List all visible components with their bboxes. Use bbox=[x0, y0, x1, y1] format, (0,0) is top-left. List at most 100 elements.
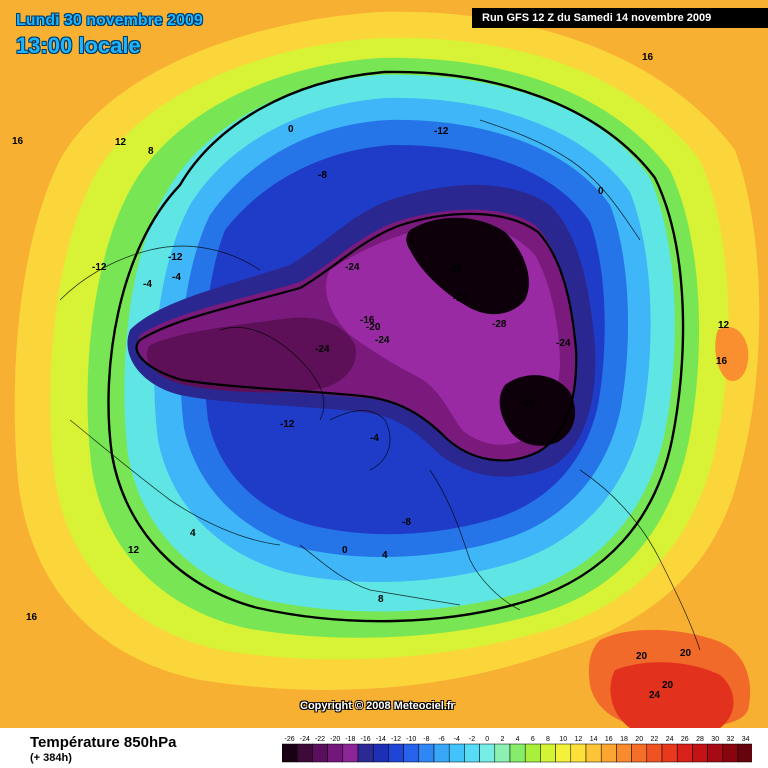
legend-swatch bbox=[707, 743, 724, 763]
legend-tick-label: 14 bbox=[590, 736, 598, 743]
legend-tick-label: 8 bbox=[546, 736, 550, 743]
label-12-a: 12 bbox=[115, 137, 127, 148]
core-minus28-north bbox=[406, 217, 529, 315]
label-minus28-c: -28 bbox=[520, 398, 535, 409]
label-0-a: 0 bbox=[288, 124, 294, 135]
legend-tick-label: 24 bbox=[666, 736, 674, 743]
legend-swatch bbox=[616, 743, 632, 763]
label-minus28-b: -28 bbox=[492, 319, 507, 330]
legend-swatch bbox=[555, 743, 572, 763]
label-16-c: 16 bbox=[26, 612, 38, 623]
legend-swatch bbox=[722, 743, 739, 763]
label-minus4-c: -4 bbox=[143, 279, 152, 290]
legend-swatch bbox=[388, 743, 404, 763]
legend-swatch bbox=[585, 743, 602, 763]
legend-tick-label: 4 bbox=[516, 736, 520, 743]
legend-tick-label: -8 bbox=[423, 736, 429, 743]
legend-tick-label: 0 bbox=[485, 736, 489, 743]
label-4-b: 4 bbox=[382, 550, 388, 561]
legend-swatch bbox=[676, 743, 693, 763]
legend-swatch bbox=[646, 743, 663, 763]
legend-swatch bbox=[509, 743, 526, 763]
legend-tick-label: -10 bbox=[406, 736, 416, 743]
zone-24 bbox=[610, 662, 734, 728]
label-16-d: 16 bbox=[716, 356, 728, 367]
label-4-a: 4 bbox=[190, 528, 196, 539]
legend-tick-label: 10 bbox=[559, 736, 567, 743]
label-8-b: 8 bbox=[378, 594, 384, 605]
legend-swatch bbox=[600, 743, 617, 763]
label-minus24-a: -24 bbox=[345, 262, 360, 273]
legend-swatch bbox=[494, 743, 511, 763]
legend-swatch bbox=[282, 743, 298, 763]
legend-tick-label: -18 bbox=[345, 736, 355, 743]
label-minus12-a: -12 bbox=[434, 126, 449, 137]
legend-swatch bbox=[524, 743, 541, 763]
legend-tick-label: -4 bbox=[454, 736, 460, 743]
legend-tick-label: -24 bbox=[300, 736, 310, 743]
run-info-banner: Run GFS 12 Z du Samedi 14 novembre 2009 bbox=[472, 8, 768, 28]
legend-tick-label: 18 bbox=[620, 736, 628, 743]
label-minus24-e: -24 bbox=[556, 338, 571, 349]
legend-tick-label: 22 bbox=[651, 736, 659, 743]
legend-swatch bbox=[357, 743, 374, 763]
temperature-map: -28 -28 -28 -24 -24 -24 -24 -24 -20 -16 … bbox=[0, 0, 768, 728]
footer-bar: Température 850hPa (+ 384h) -26 -24 -22 -20… bbox=[0, 728, 768, 768]
legend-swatch bbox=[418, 743, 435, 763]
legend-tick-label: 30 bbox=[711, 736, 719, 743]
label-minus12-c: -12 bbox=[92, 262, 107, 273]
label-0-c: 0 bbox=[342, 545, 348, 556]
legend-swatch bbox=[296, 743, 313, 763]
zone-minus24-west bbox=[146, 317, 356, 393]
legend-swatch bbox=[403, 743, 420, 763]
color-scale-legend: -26 -24 -22 -20 -18 -16 -14 -12 -10 -8 -6 -4 -2 0 2 4 6 8… bbox=[282, 736, 752, 763]
label-12-c: 12 bbox=[718, 320, 730, 331]
forecast-date: Lundi 30 novembre 2009 bbox=[16, 12, 203, 29]
legend-swatch bbox=[448, 743, 465, 763]
map-canvas: -28 -28 -28 -24 -24 -24 -24 -24 -20 -16 … bbox=[0, 0, 768, 728]
label-minus4-a: -4 bbox=[172, 272, 181, 283]
legend-swatch bbox=[479, 743, 496, 763]
legend-swatch bbox=[692, 743, 708, 763]
label-minus12-b: -12 bbox=[168, 252, 183, 263]
lead-time: (+ 384h) bbox=[30, 752, 72, 764]
legend-tick-label: -22 bbox=[315, 736, 325, 743]
contour-labels: -28 -28 -28 -24 -24 -24 -24 -24 -20 -16 … bbox=[12, 52, 730, 701]
legend-tick-label: -26 bbox=[285, 736, 295, 743]
zone-16-east bbox=[715, 326, 749, 381]
legend-tick-label: 32 bbox=[727, 736, 735, 743]
legend-tick-label: -16 bbox=[361, 736, 371, 743]
label-16-b: 16 bbox=[642, 52, 654, 63]
legend-tick-label: 20 bbox=[635, 736, 643, 743]
legend-tick-label: 2 bbox=[500, 736, 504, 743]
label-minus8-b: -8 bbox=[402, 517, 411, 528]
label-20-a: 20 bbox=[636, 651, 648, 662]
legend-tick-label: 34 bbox=[742, 736, 750, 743]
legend-tick-label: 12 bbox=[575, 736, 583, 743]
legend-tick-label: -20 bbox=[330, 736, 340, 743]
coastlines bbox=[59, 119, 701, 651]
legend-swatch bbox=[342, 743, 359, 763]
label-0-b: 0 bbox=[598, 186, 604, 197]
legend-tick-label: -2 bbox=[469, 736, 475, 743]
label-minus16: -16 bbox=[360, 315, 375, 326]
label-minus24-d: -24 bbox=[315, 344, 330, 355]
legend-swatch bbox=[737, 743, 752, 763]
isotherm-0 bbox=[107, 70, 685, 623]
legend-tick-label: 6 bbox=[531, 736, 535, 743]
label-20-c: 20 bbox=[662, 680, 674, 691]
legend-swatch bbox=[372, 743, 389, 763]
label-12-b: 12 bbox=[128, 545, 140, 556]
variable-title: Température 850hPa bbox=[30, 734, 177, 751]
label-minus28-a: -28 bbox=[448, 264, 463, 275]
label-minus12-d: -12 bbox=[280, 419, 295, 430]
legend-swatch bbox=[433, 743, 450, 763]
legend-tick-label: -14 bbox=[376, 736, 386, 743]
legend-swatch bbox=[464, 743, 480, 763]
label-minus24-b: -24 bbox=[453, 293, 468, 304]
legend-swatch bbox=[327, 743, 344, 763]
legend-swatch bbox=[661, 743, 678, 763]
legend-swatch bbox=[312, 743, 328, 763]
forecast-local-time: 13:00 locale bbox=[16, 33, 141, 58]
label-minus4-b: -4 bbox=[370, 433, 379, 444]
